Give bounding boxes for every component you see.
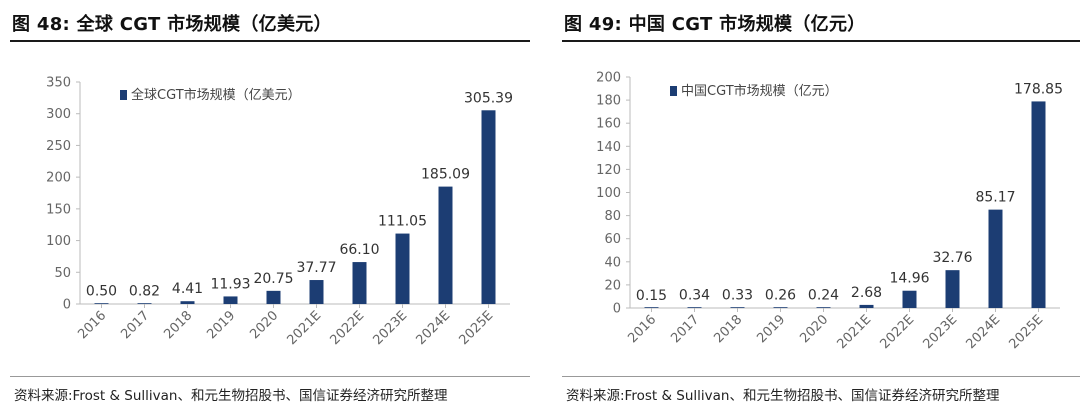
figure-header: 图 48: 全球 CGT 市场规模（亿美元） <box>10 6 530 42</box>
bar <box>352 262 367 304</box>
bar <box>687 307 702 308</box>
data-label: 0.24 <box>808 288 839 304</box>
x-tick-label: 2021E <box>285 308 325 348</box>
x-tick-label: 2017 <box>118 308 152 342</box>
data-label: 185.09 <box>421 167 470 183</box>
bar-chart-global-cgt: 0 50 100 150 200 250 300 350 0.50 2016 0.82 2017 4.4… <box>46 76 513 349</box>
y-tick-label: 120 <box>596 163 621 178</box>
data-label: 305.39 <box>464 90 513 106</box>
bar <box>223 296 238 304</box>
x-tick-label: 2019 <box>754 312 788 346</box>
y-tick-label: 0 <box>613 302 621 317</box>
bar <box>1031 101 1046 308</box>
y-tick-label: 100 <box>596 186 621 201</box>
x-tick-label: 2020 <box>797 312 831 346</box>
data-label: 0.34 <box>679 288 710 304</box>
source-note: 资料来源:Frost & Sullivan、和元生物招股书、国信证券经济研究所整… <box>566 388 1000 404</box>
x-tick-label: 2023E <box>371 308 411 348</box>
data-label: 2.68 <box>851 285 882 301</box>
bar <box>902 290 917 308</box>
x-tick-label: 2016 <box>75 308 109 342</box>
x-tick-label: 2025E <box>457 308 497 348</box>
source-note: 资料来源:Frost & Sullivan、和元生物招股书、国信证券经济研究所整… <box>14 388 448 404</box>
figure-title: 图 49: 中国 CGT 市场规模（亿元） <box>564 14 866 35</box>
data-label: 0.50 <box>86 284 117 300</box>
x-tick-label: 2025E <box>1007 312 1047 352</box>
y-tick-label: 200 <box>596 71 621 86</box>
data-label: 37.77 <box>296 260 336 276</box>
data-label: 0.82 <box>129 283 160 299</box>
data-label: 11.93 <box>210 276 250 292</box>
figure-header: 图 49: 中国 CGT 市场规模（亿元） <box>562 6 1080 42</box>
legend-label: 中国CGT市场规模（亿元） <box>681 83 838 99</box>
bar <box>644 307 659 308</box>
bar <box>266 290 281 304</box>
bar <box>730 307 745 308</box>
bar <box>438 186 453 304</box>
y-tick-label: 60 <box>604 232 621 247</box>
y-tick-label: 180 <box>596 94 621 109</box>
y-tick-label: 50 <box>54 266 71 281</box>
data-label: 20.75 <box>253 271 293 287</box>
y-tick-label: 160 <box>596 117 621 132</box>
y-tick-label: 20 <box>604 278 621 293</box>
bar-chart-china-cgt: 0204060801001201401601802000.1520160.342… <box>596 71 1063 353</box>
x-tick-label: 2022E <box>878 312 918 352</box>
x-tick-label: 2016 <box>625 312 659 346</box>
x-tick-label: 2019 <box>204 308 238 342</box>
data-label: 178.85 <box>1014 81 1063 97</box>
bar <box>94 303 109 304</box>
bar <box>773 307 788 308</box>
bar <box>137 303 152 304</box>
bar <box>816 307 831 308</box>
y-tick-label: 200 <box>46 171 71 186</box>
bar <box>988 209 1003 308</box>
bar <box>395 233 410 304</box>
bar <box>859 304 874 308</box>
x-tick-label: 2018 <box>161 308 195 342</box>
y-tick-label: 80 <box>604 209 621 224</box>
y-tick-label: 300 <box>46 107 71 122</box>
data-label: 32.76 <box>932 250 972 266</box>
x-tick-label: 2018 <box>711 312 745 346</box>
x-tick-label: 2022E <box>328 308 368 348</box>
data-label: 85.17 <box>975 190 1015 206</box>
data-label: 111.05 <box>378 214 427 230</box>
x-tick-label: 2023E <box>921 312 961 352</box>
x-tick-label: 2024E <box>414 308 454 348</box>
figure-title: 图 48: 全球 CGT 市场规模（亿美元） <box>12 14 332 35</box>
y-tick-label: 150 <box>46 202 71 217</box>
data-label: 0.15 <box>636 288 667 304</box>
data-label: 66.10 <box>339 242 379 258</box>
y-tick-label: 140 <box>596 140 621 155</box>
bar <box>945 270 960 308</box>
x-tick-label: 2021E <box>835 312 875 352</box>
footer-divider <box>562 376 1080 377</box>
legend-swatch <box>120 90 127 100</box>
y-tick-label: 0 <box>63 298 71 313</box>
bar <box>309 280 324 304</box>
y-tick-label: 250 <box>46 139 71 154</box>
x-tick-label: 2024E <box>964 312 1004 352</box>
data-label: 4.41 <box>172 281 203 297</box>
data-label: 14.96 <box>889 271 929 287</box>
chart-panel-china: 图 49: 中国 CGT 市场规模（亿元） 0 20 40 60 80 100 120 140… <box>552 0 1080 410</box>
data-label: 0.33 <box>722 288 753 304</box>
y-tick-label: 100 <box>46 234 71 249</box>
bar <box>180 301 195 304</box>
footer-divider <box>10 376 530 377</box>
legend-label: 全球CGT市场规模（亿美元） <box>131 87 301 103</box>
bar <box>481 110 496 304</box>
x-tick-label: 2020 <box>247 308 281 342</box>
y-tick-label: 350 <box>46 76 71 91</box>
data-label: 0.26 <box>765 288 796 304</box>
x-tick-label: 2017 <box>668 312 702 346</box>
chart-panel-global: 图 48: 全球 CGT 市场规模（亿美元） 0 50 100 150 200 250 30… <box>0 0 530 410</box>
y-tick-label: 40 <box>604 255 621 270</box>
legend-swatch <box>670 86 677 96</box>
